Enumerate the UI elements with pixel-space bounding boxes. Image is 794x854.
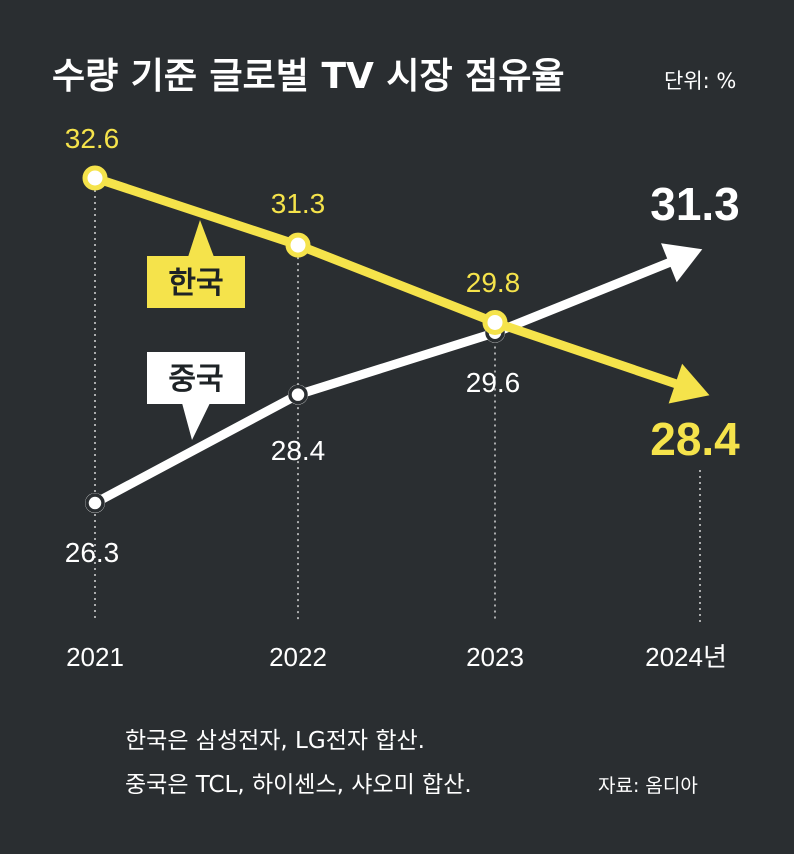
data-label: 28.4	[271, 435, 326, 466]
note-china: 중국은 TCL, 하이센스, 샤오미 합산.	[125, 772, 472, 798]
x-tick-label: 2022	[269, 642, 327, 672]
data-label: 31.3	[650, 178, 740, 230]
data-label: 31.3	[271, 188, 326, 219]
series-line	[93, 173, 702, 397]
data-point-ring	[85, 493, 105, 513]
unit-label: 단위: %	[664, 69, 736, 93]
legend-label: 한국	[168, 266, 223, 301]
legend-label: 중국	[168, 362, 223, 397]
badge-tail	[188, 220, 214, 257]
badge-box	[147, 352, 245, 404]
x-tick-label: 2021	[66, 642, 124, 672]
series-line	[92, 248, 695, 507]
data-label: 29.8	[466, 267, 521, 298]
x-tick-label: 2024년	[645, 642, 727, 672]
data-label: 32.6	[65, 123, 120, 154]
series-badge: 중국	[147, 352, 245, 440]
data-label: 26.3	[65, 537, 120, 568]
series-badge: 한국	[147, 220, 245, 308]
note-korea: 한국은 삼성전자, LG전자 합산.	[125, 728, 425, 754]
data-label: 29.6	[466, 367, 521, 398]
badge-box	[147, 256, 245, 308]
source-label: 자료: 옴디아	[598, 775, 698, 797]
data-label: 28.4	[650, 413, 740, 465]
x-tick-label: 2023	[466, 642, 524, 672]
series-arrowhead	[661, 243, 703, 283]
data-point-ring	[288, 384, 308, 405]
data-point	[482, 309, 508, 335]
data-point	[82, 165, 108, 191]
badge-tail	[182, 403, 210, 440]
plot-area: 2021 2022 2023 2024년 32.6 31.3 29.8 26.3 28.4 29.…	[65, 123, 740, 672]
chart-title: 수량 기준 글로벌 TV 시장 점유율	[52, 56, 565, 97]
series-arrowhead	[668, 363, 710, 404]
data-point	[285, 232, 311, 258]
